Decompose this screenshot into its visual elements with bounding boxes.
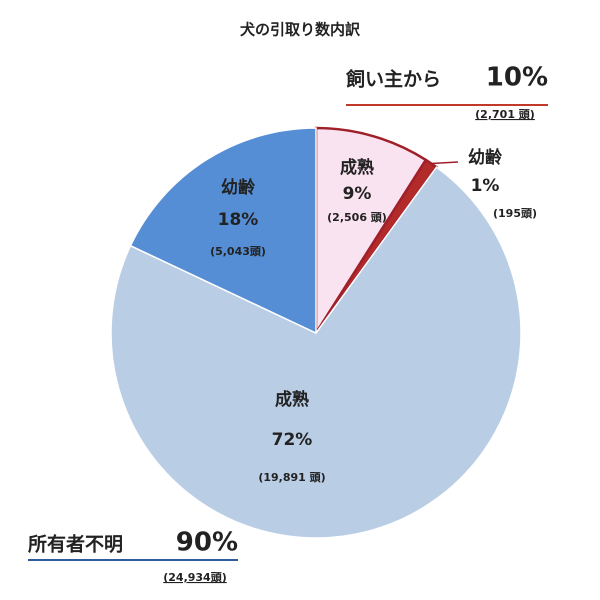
pie-slice [129,127,317,335]
slice-count-label: (2,506 頭) [327,211,387,224]
slice-count-label: (19,891 頭) [258,471,325,484]
group-value-label: 10% [486,63,548,93]
slice-count-label: (195頭) [493,207,537,220]
slice-label: 幼齢 [468,147,503,168]
chart-title: 犬の引取り数内訳 [240,21,361,39]
slice-value-label: 72% [272,430,313,450]
slice-label: 成熟 [275,389,309,410]
pie-slice [314,126,428,338]
slice-count-label: (5,043頭) [210,245,266,258]
group-count-label: (24,934頭) [163,571,227,584]
slice-label: 幼齢 [221,177,256,198]
leader-line [431,161,459,165]
pie-slice [110,166,522,539]
slice-value-label: 18% [218,210,259,230]
group-value-label: 90% [176,528,238,558]
slice-value-label: 1% [471,176,500,196]
group-name: 所有者不明 [28,533,123,556]
slice-label: 成熟 [340,157,374,178]
group-name: 飼い主から [345,68,441,91]
slice-value-label: 9% [343,184,372,204]
group-count-label: (2,701 頭) [475,108,535,121]
